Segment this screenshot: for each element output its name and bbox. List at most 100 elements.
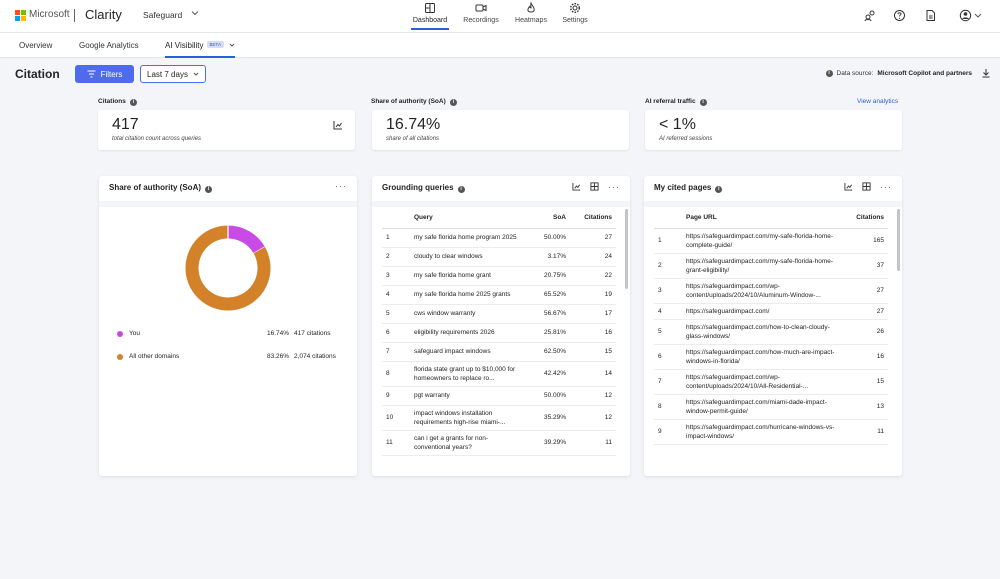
referral-kpi-label: AI referral traffic i [645,98,707,106]
query-text: florida state grant up to $10,000 for ho… [410,361,522,387]
citation-count: 11 [842,419,888,445]
col-citations[interactable]: Citations [570,208,616,229]
info-icon[interactable]: i [699,99,707,106]
scrollbar[interactable] [897,209,900,271]
soa-panel-title-text: Share of authority (SoA) [109,183,202,192]
share-users-icon[interactable] [864,9,877,22]
table-row[interactable]: 7 safeguard impact windows 62.50% 15 [382,342,616,362]
table-row[interactable]: 2 cloudy to clear windows 3.17% 24 [382,247,616,267]
donut-slice-you[interactable] [227,225,265,254]
table-row[interactable]: 4 my safe florida home 2025 grants 65.52% 1… [382,285,616,305]
info-icon[interactable]: i [715,186,723,193]
query-text: my safe florida home 2025 grants [410,285,522,305]
table-row[interactable]: 11 can i get a grants for non-conventiona… [382,430,616,456]
subtab-ai-visibility[interactable]: AI Visibility BETA [165,41,236,58]
citation-count: 16 [842,344,888,370]
table-row[interactable]: 7 https://safeguardimpact.com/wp-content/… [654,369,888,395]
tab-dashboard[interactable]: Dashboard [411,2,449,30]
soa-donut-chart [185,225,271,311]
data-source-name: Microsoft Copilot and partners [877,70,972,77]
table-row[interactable]: 8 florida state grant up to $10,000 for h… [382,361,616,387]
row-index: 2 [654,253,682,279]
table-row[interactable]: 9 pgt warranty 50.00% 12 [382,386,616,406]
table-row[interactable]: 10 impact windows installation requiremen… [382,405,616,431]
tab-recordings[interactable]: Recordings [462,2,500,30]
page-url: https://safeguardimpact.com/ [682,303,842,320]
col-query[interactable]: Query [410,208,522,229]
row-index: 8 [654,394,682,420]
help-icon[interactable] [893,9,906,22]
chevron-down-icon[interactable] [974,9,982,22]
document-icon[interactable] [924,9,937,22]
legend-citations: 2,074 citations [294,353,336,360]
tab-settings[interactable]: Settings [558,2,592,30]
page-url: https://safeguardimpact.com/how-much-are… [682,344,842,370]
row-index: 5 [654,319,682,345]
view-analytics-link[interactable]: View analytics [857,98,899,105]
more-options-icon[interactable]: ··· [880,181,892,192]
date-range-dropdown[interactable]: Last 7 days [140,65,206,83]
table-row[interactable]: 6 https://safeguardimpact.com/how-much-ar… [654,344,888,370]
microsoft-logo-icon [15,10,26,21]
tab-heatmaps[interactable]: Heatmaps [512,2,550,30]
data-source: i Data source: Microsoft Copilot and par… [825,70,972,77]
more-options-icon[interactable]: ··· [608,181,620,192]
row-index: 4 [654,303,682,320]
trend-chart-icon[interactable] [572,182,581,191]
table-row[interactable]: 5 https://safeguardimpact.com/how-to-clea… [654,319,888,345]
donut-slice-all-other-domains[interactable] [185,225,271,311]
referral-kpi-card: < 1% AI referred sessions [645,110,902,150]
queries-panel-title: Grounding queries i [382,183,465,193]
col-citations[interactable]: Citations [842,208,888,229]
more-options-icon[interactable]: ··· [335,181,347,191]
table-header-row: Page URL Citations [654,208,888,229]
pages-panel-title: My cited pages i [654,183,723,193]
table-row[interactable]: 9 https://safeguardimpact.com/hurricane-w… [654,419,888,445]
citation-count: 37 [842,253,888,279]
beta-badge: BETA [206,41,224,48]
trend-chart-icon[interactable] [844,182,853,191]
account-icon[interactable] [959,9,972,22]
table-row[interactable]: 8 https://safeguardimpact.com/miami-dade-… [654,394,888,420]
table-row[interactable]: 3 my safe florida home grant 20.75% 22 [382,266,616,286]
chevron-down-icon[interactable] [229,42,235,48]
info-icon[interactable]: i [825,70,833,77]
citation-count: 19 [570,285,616,305]
info-icon[interactable]: i [449,99,457,106]
project-selector[interactable]: Safeguard [143,10,183,20]
brand-divider [74,9,75,22]
info-icon[interactable]: i [129,99,137,106]
soa-value: 35.29% [522,405,570,431]
table-row[interactable]: 1 my safe florida home program 2025 50.00%… [382,228,616,248]
filters-button[interactable]: Filters [75,65,134,83]
product-name[interactable]: Clarity [85,7,122,22]
chevron-down-icon[interactable] [191,9,199,17]
download-icon[interactable] [981,68,991,78]
col-page-url[interactable]: Page URL [682,208,842,229]
table-row[interactable]: 3 https://safeguardimpact.com/wp-content/… [654,278,888,304]
table-row[interactable]: 6 eligibility requirements 2026 25.81% 16 [382,323,616,343]
table-row[interactable]: 1 https://safeguardimpact.com/my-safe-flo… [654,228,888,254]
trend-chart-icon[interactable] [333,120,343,130]
citation-count: 14 [570,361,616,387]
table-icon[interactable] [590,182,599,191]
microsoft-brand-text: Microsoft [29,9,70,20]
filter-icon [87,70,96,78]
table-row[interactable]: 2 https://safeguardimpact.com/my-safe-flo… [654,253,888,279]
subtab-google-analytics[interactable]: Google Analytics [79,41,139,50]
citation-count: 15 [570,342,616,362]
subtab-overview[interactable]: Overview [19,41,53,50]
grounding-queries-panel: Grounding queries i ··· Query SoA Citatio… [372,176,630,476]
pages-panel-title-text: My cited pages [654,183,712,192]
row-index: 4 [382,285,410,305]
scrollbar[interactable] [625,209,628,289]
tab-dashboard-label: Dashboard [412,17,448,24]
info-icon[interactable]: i [205,186,213,193]
col-soa[interactable]: SoA [522,208,570,229]
table-icon[interactable] [862,182,871,191]
table-row[interactable]: 5 cws window warranty 56.67% 17 [382,304,616,324]
table-row[interactable]: 4 https://safeguardimpact.com/27 [654,303,888,320]
citation-count: 16 [570,323,616,343]
info-icon[interactable]: i [457,186,465,193]
soa-value: 56.67% [522,304,570,324]
